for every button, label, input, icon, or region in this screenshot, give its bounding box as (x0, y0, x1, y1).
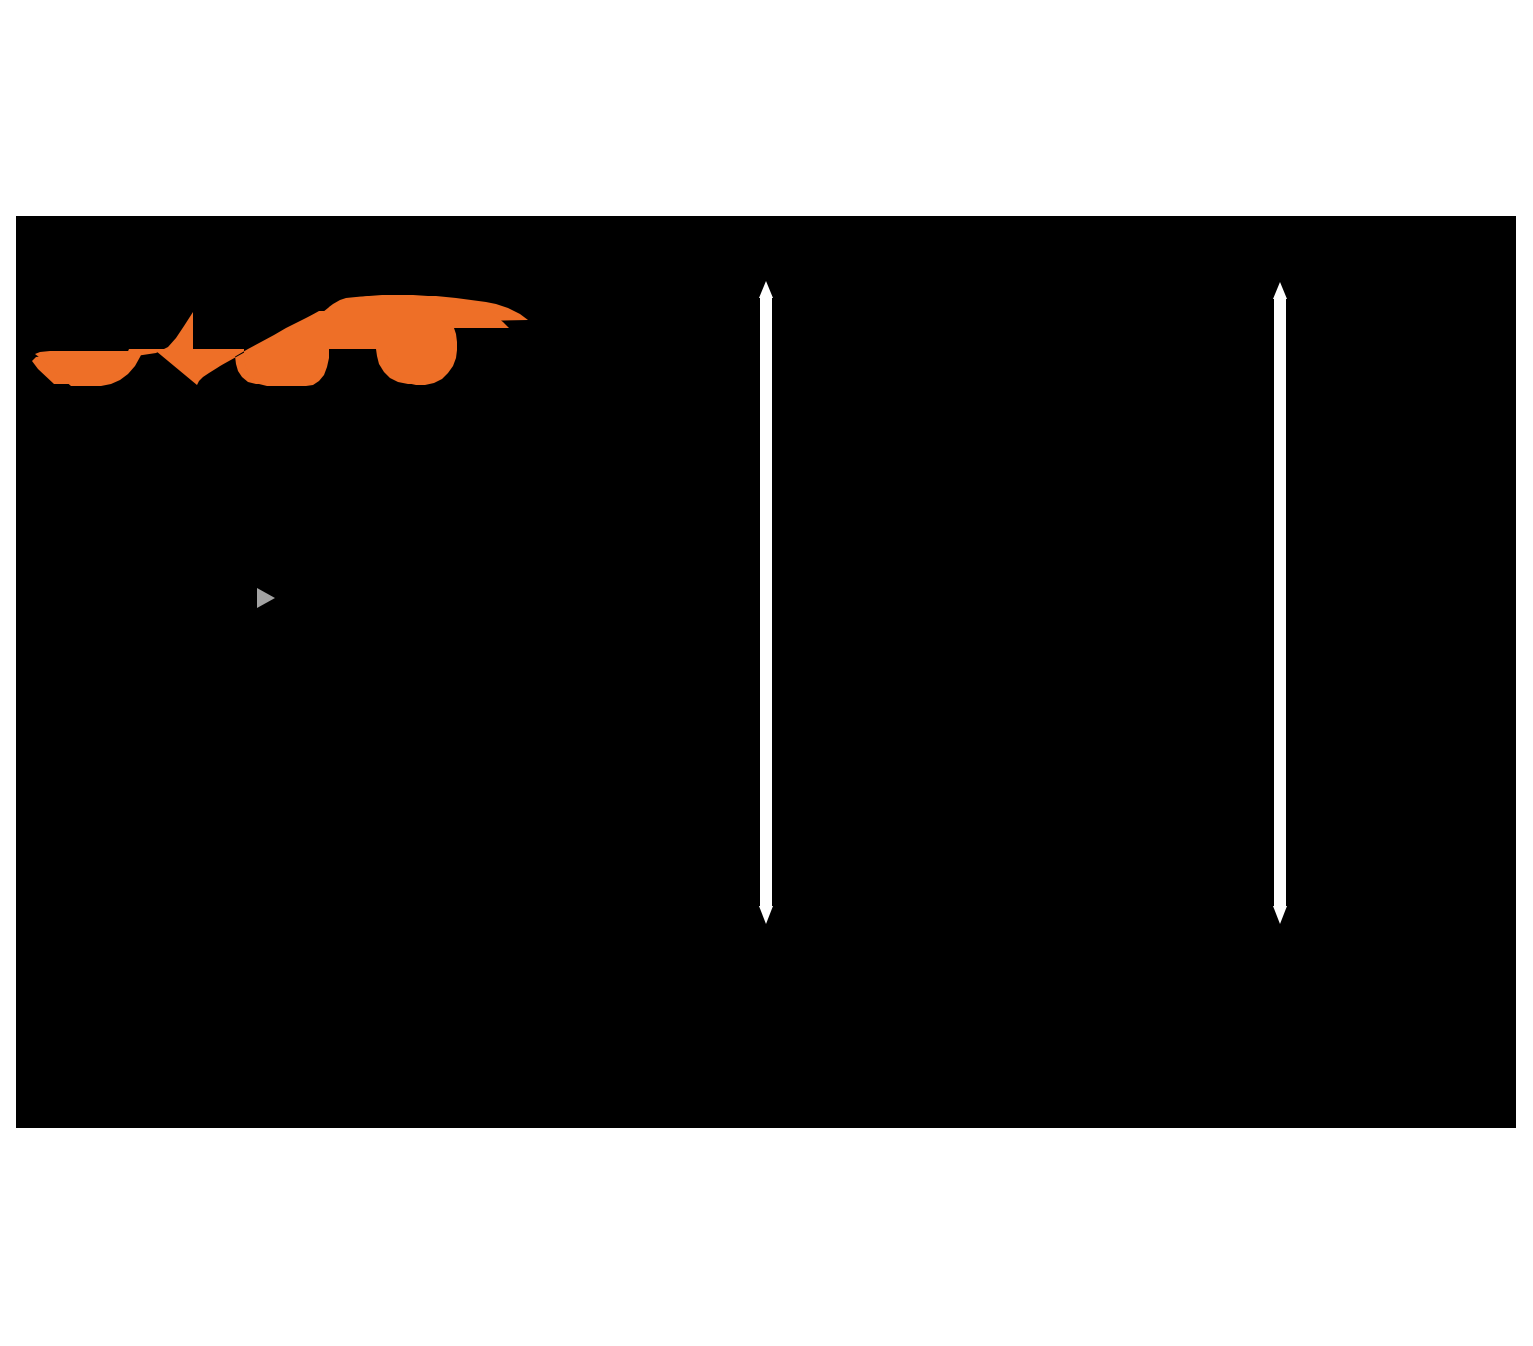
gray-play-triangle-group[interactable] (257, 588, 275, 608)
vertical-double-arrow-left-shaft[interactable] (760, 296, 772, 908)
dark-viewport-panel[interactable] (16, 216, 1516, 1128)
vertical-double-arrow-left-group[interactable] (759, 281, 773, 924)
play-triangle-icon[interactable] (257, 588, 275, 608)
vertical-double-arrow-right-shaft[interactable] (1274, 297, 1286, 908)
scene-vector-layer (32, 281, 1287, 924)
vertical-double-arrow-right-group[interactable] (1273, 282, 1287, 924)
orange-vehicle-body (35, 295, 509, 386)
orange-blob-mask-group (35, 295, 509, 386)
